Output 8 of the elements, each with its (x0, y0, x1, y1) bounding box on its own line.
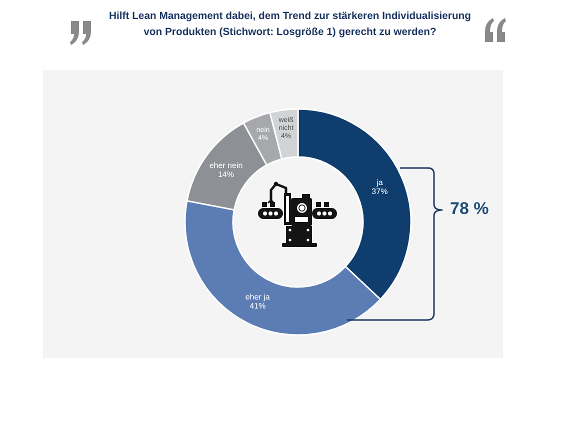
chart-title: Hilft Lean Management dabei, dem Trend zur stärkeren Individualisierung von Produkten (Stichwort: Losgröße 1) gerecht zu werden? (108, 10, 472, 40)
slice-label: eher nein (209, 160, 243, 170)
data-label: 41% (250, 302, 266, 311)
data-label: 14% (218, 170, 234, 179)
text: 78 % (450, 199, 489, 219)
slice-label: ja (376, 178, 384, 187)
data-label: 37% (372, 186, 388, 196)
slice-label: eher ja (245, 292, 270, 302)
